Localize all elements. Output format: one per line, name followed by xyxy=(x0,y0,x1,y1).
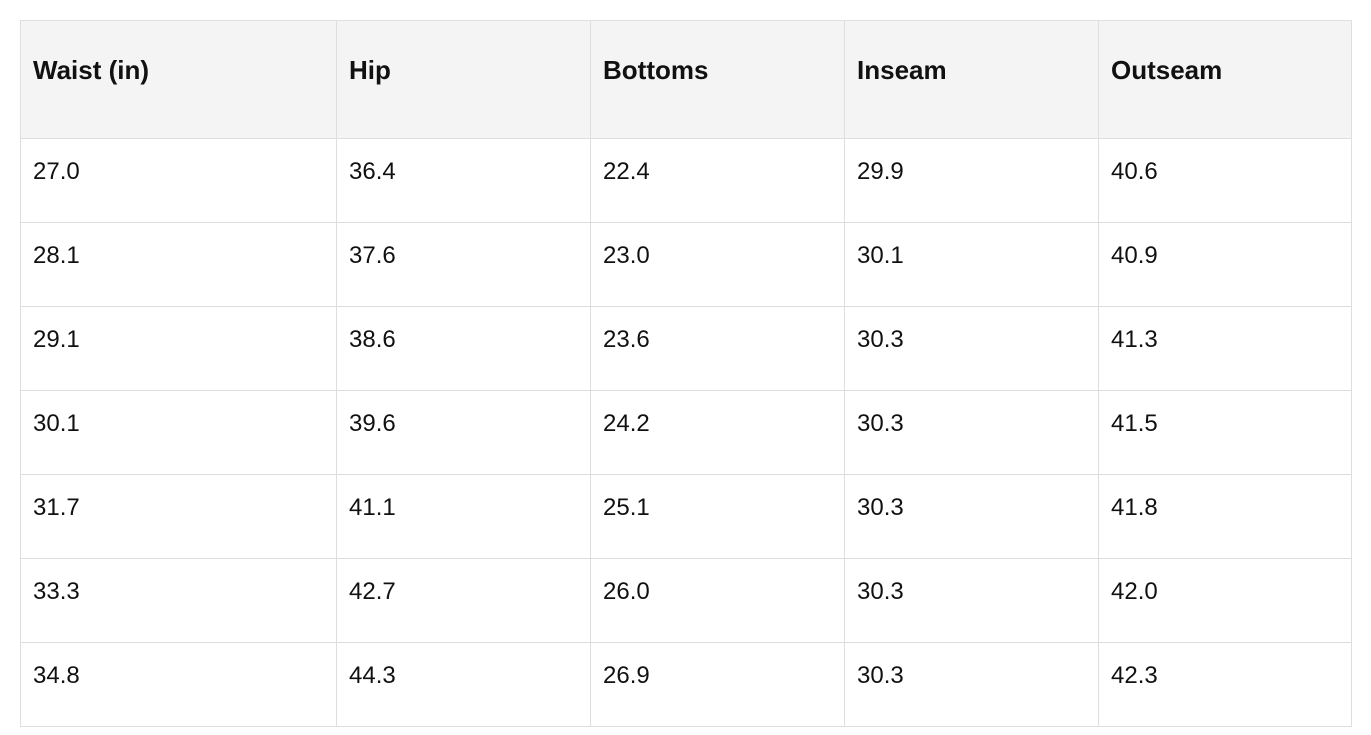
size-table-container: Waist (in) Hip Bottoms Inseam Outseam 27.0 36… xyxy=(20,20,1352,727)
table-row: 29.1 38.6 23.6 30.3 41.3 xyxy=(20,306,1352,391)
table-cell: 37.6 xyxy=(336,222,591,307)
table-cell: 30.1 xyxy=(844,222,1099,307)
table-cell: 26.9 xyxy=(590,642,845,727)
header-row: Waist (in) Hip Bottoms Inseam Outseam xyxy=(20,20,1352,139)
table-cell: 41.3 xyxy=(1098,306,1352,391)
table-body: 27.0 36.4 22.4 29.9 40.6 28.1 37.6 23.0 30.1 40.9… xyxy=(20,138,1352,727)
table-cell: 42.3 xyxy=(1098,642,1352,727)
table-row: 33.3 42.7 26.0 30.3 42.0 xyxy=(20,558,1352,643)
table-row: 27.0 36.4 22.4 29.9 40.6 xyxy=(20,138,1352,223)
table-cell: 26.0 xyxy=(590,558,845,643)
table-cell: 23.0 xyxy=(590,222,845,307)
table-cell: 30.3 xyxy=(844,390,1099,475)
table-cell: 24.2 xyxy=(590,390,845,475)
table-cell: 33.3 xyxy=(20,558,337,643)
header-cell: Outseam xyxy=(1098,20,1352,139)
header-cell: Hip xyxy=(336,20,591,139)
table-row: 34.8 44.3 26.9 30.3 42.3 xyxy=(20,642,1352,727)
table-cell: 41.8 xyxy=(1098,474,1352,559)
table-cell: 41.5 xyxy=(1098,390,1352,475)
size-table: Waist (in) Hip Bottoms Inseam Outseam 27.0 36… xyxy=(20,20,1352,727)
header-cell: Waist (in) xyxy=(20,20,337,139)
table-cell: 42.0 xyxy=(1098,558,1352,643)
table-cell: 38.6 xyxy=(336,306,591,391)
table-cell: 29.9 xyxy=(844,138,1099,223)
table-cell: 44.3 xyxy=(336,642,591,727)
header-cell: Inseam xyxy=(844,20,1099,139)
table-cell: 23.6 xyxy=(590,306,845,391)
table-row: 31.7 41.1 25.1 30.3 41.8 xyxy=(20,474,1352,559)
table-cell: 30.1 xyxy=(20,390,337,475)
table-cell: 29.1 xyxy=(20,306,337,391)
table-cell: 30.3 xyxy=(844,642,1099,727)
table-cell: 28.1 xyxy=(20,222,337,307)
table-cell: 27.0 xyxy=(20,138,337,223)
table-cell: 34.8 xyxy=(20,642,337,727)
header-cell: Bottoms xyxy=(590,20,845,139)
table-cell: 22.4 xyxy=(590,138,845,223)
table-row: 30.1 39.6 24.2 30.3 41.5 xyxy=(20,390,1352,475)
table-cell: 25.1 xyxy=(590,474,845,559)
table-cell: 39.6 xyxy=(336,390,591,475)
table-cell: 40.6 xyxy=(1098,138,1352,223)
table-row: 28.1 37.6 23.0 30.1 40.9 xyxy=(20,222,1352,307)
table-cell: 42.7 xyxy=(336,558,591,643)
table-cell: 30.3 xyxy=(844,306,1099,391)
table-cell: 36.4 xyxy=(336,138,591,223)
table-cell: 31.7 xyxy=(20,474,337,559)
table-cell: 41.1 xyxy=(336,474,591,559)
table-cell: 40.9 xyxy=(1098,222,1352,307)
table-cell: 30.3 xyxy=(844,558,1099,643)
table-cell: 30.3 xyxy=(844,474,1099,559)
